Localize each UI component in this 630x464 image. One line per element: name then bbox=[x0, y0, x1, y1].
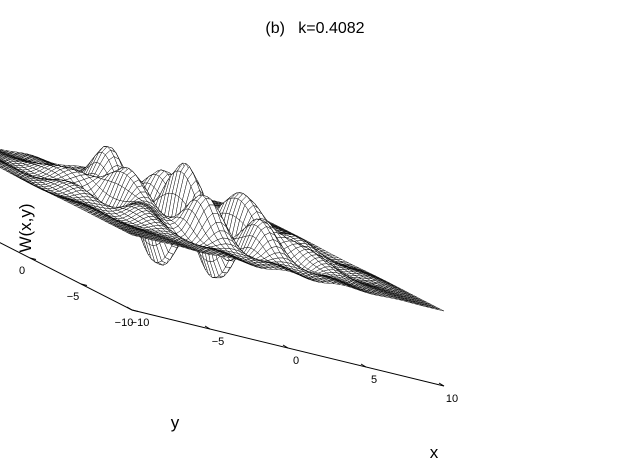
x-tick bbox=[360, 363, 367, 368]
y-tick bbox=[80, 283, 88, 286]
y-tick-label: −10 bbox=[115, 317, 134, 329]
axes-group bbox=[0, 242, 445, 387]
x-tick-label: −5 bbox=[212, 336, 225, 348]
x-tick bbox=[282, 344, 289, 349]
x-tick bbox=[438, 382, 445, 387]
z-axis-label: W(x,y) bbox=[16, 203, 35, 252]
y-tick bbox=[131, 309, 139, 312]
x-axis-label: x bbox=[430, 443, 439, 462]
y-tick bbox=[29, 257, 37, 260]
x-tick bbox=[126, 306, 133, 311]
x-tick-label: 10 bbox=[446, 393, 458, 405]
surface-mesh bbox=[0, 146, 445, 312]
y-tick-label: −5 bbox=[67, 291, 80, 303]
y-tick-label: 0 bbox=[19, 265, 25, 277]
chart-title: (b) k=0.4082 bbox=[265, 20, 364, 37]
x-tick-label: −10 bbox=[131, 317, 150, 329]
y-axis-label: y bbox=[171, 413, 180, 432]
x-tick bbox=[204, 325, 211, 330]
tick-labels: 0.060.040.020−0.02−0.04−0.06−10−50510−10… bbox=[19, 265, 458, 405]
x-tick-label: 5 bbox=[371, 374, 377, 386]
x-tick-label: 0 bbox=[293, 355, 299, 367]
mesh-face bbox=[435, 307, 445, 312]
